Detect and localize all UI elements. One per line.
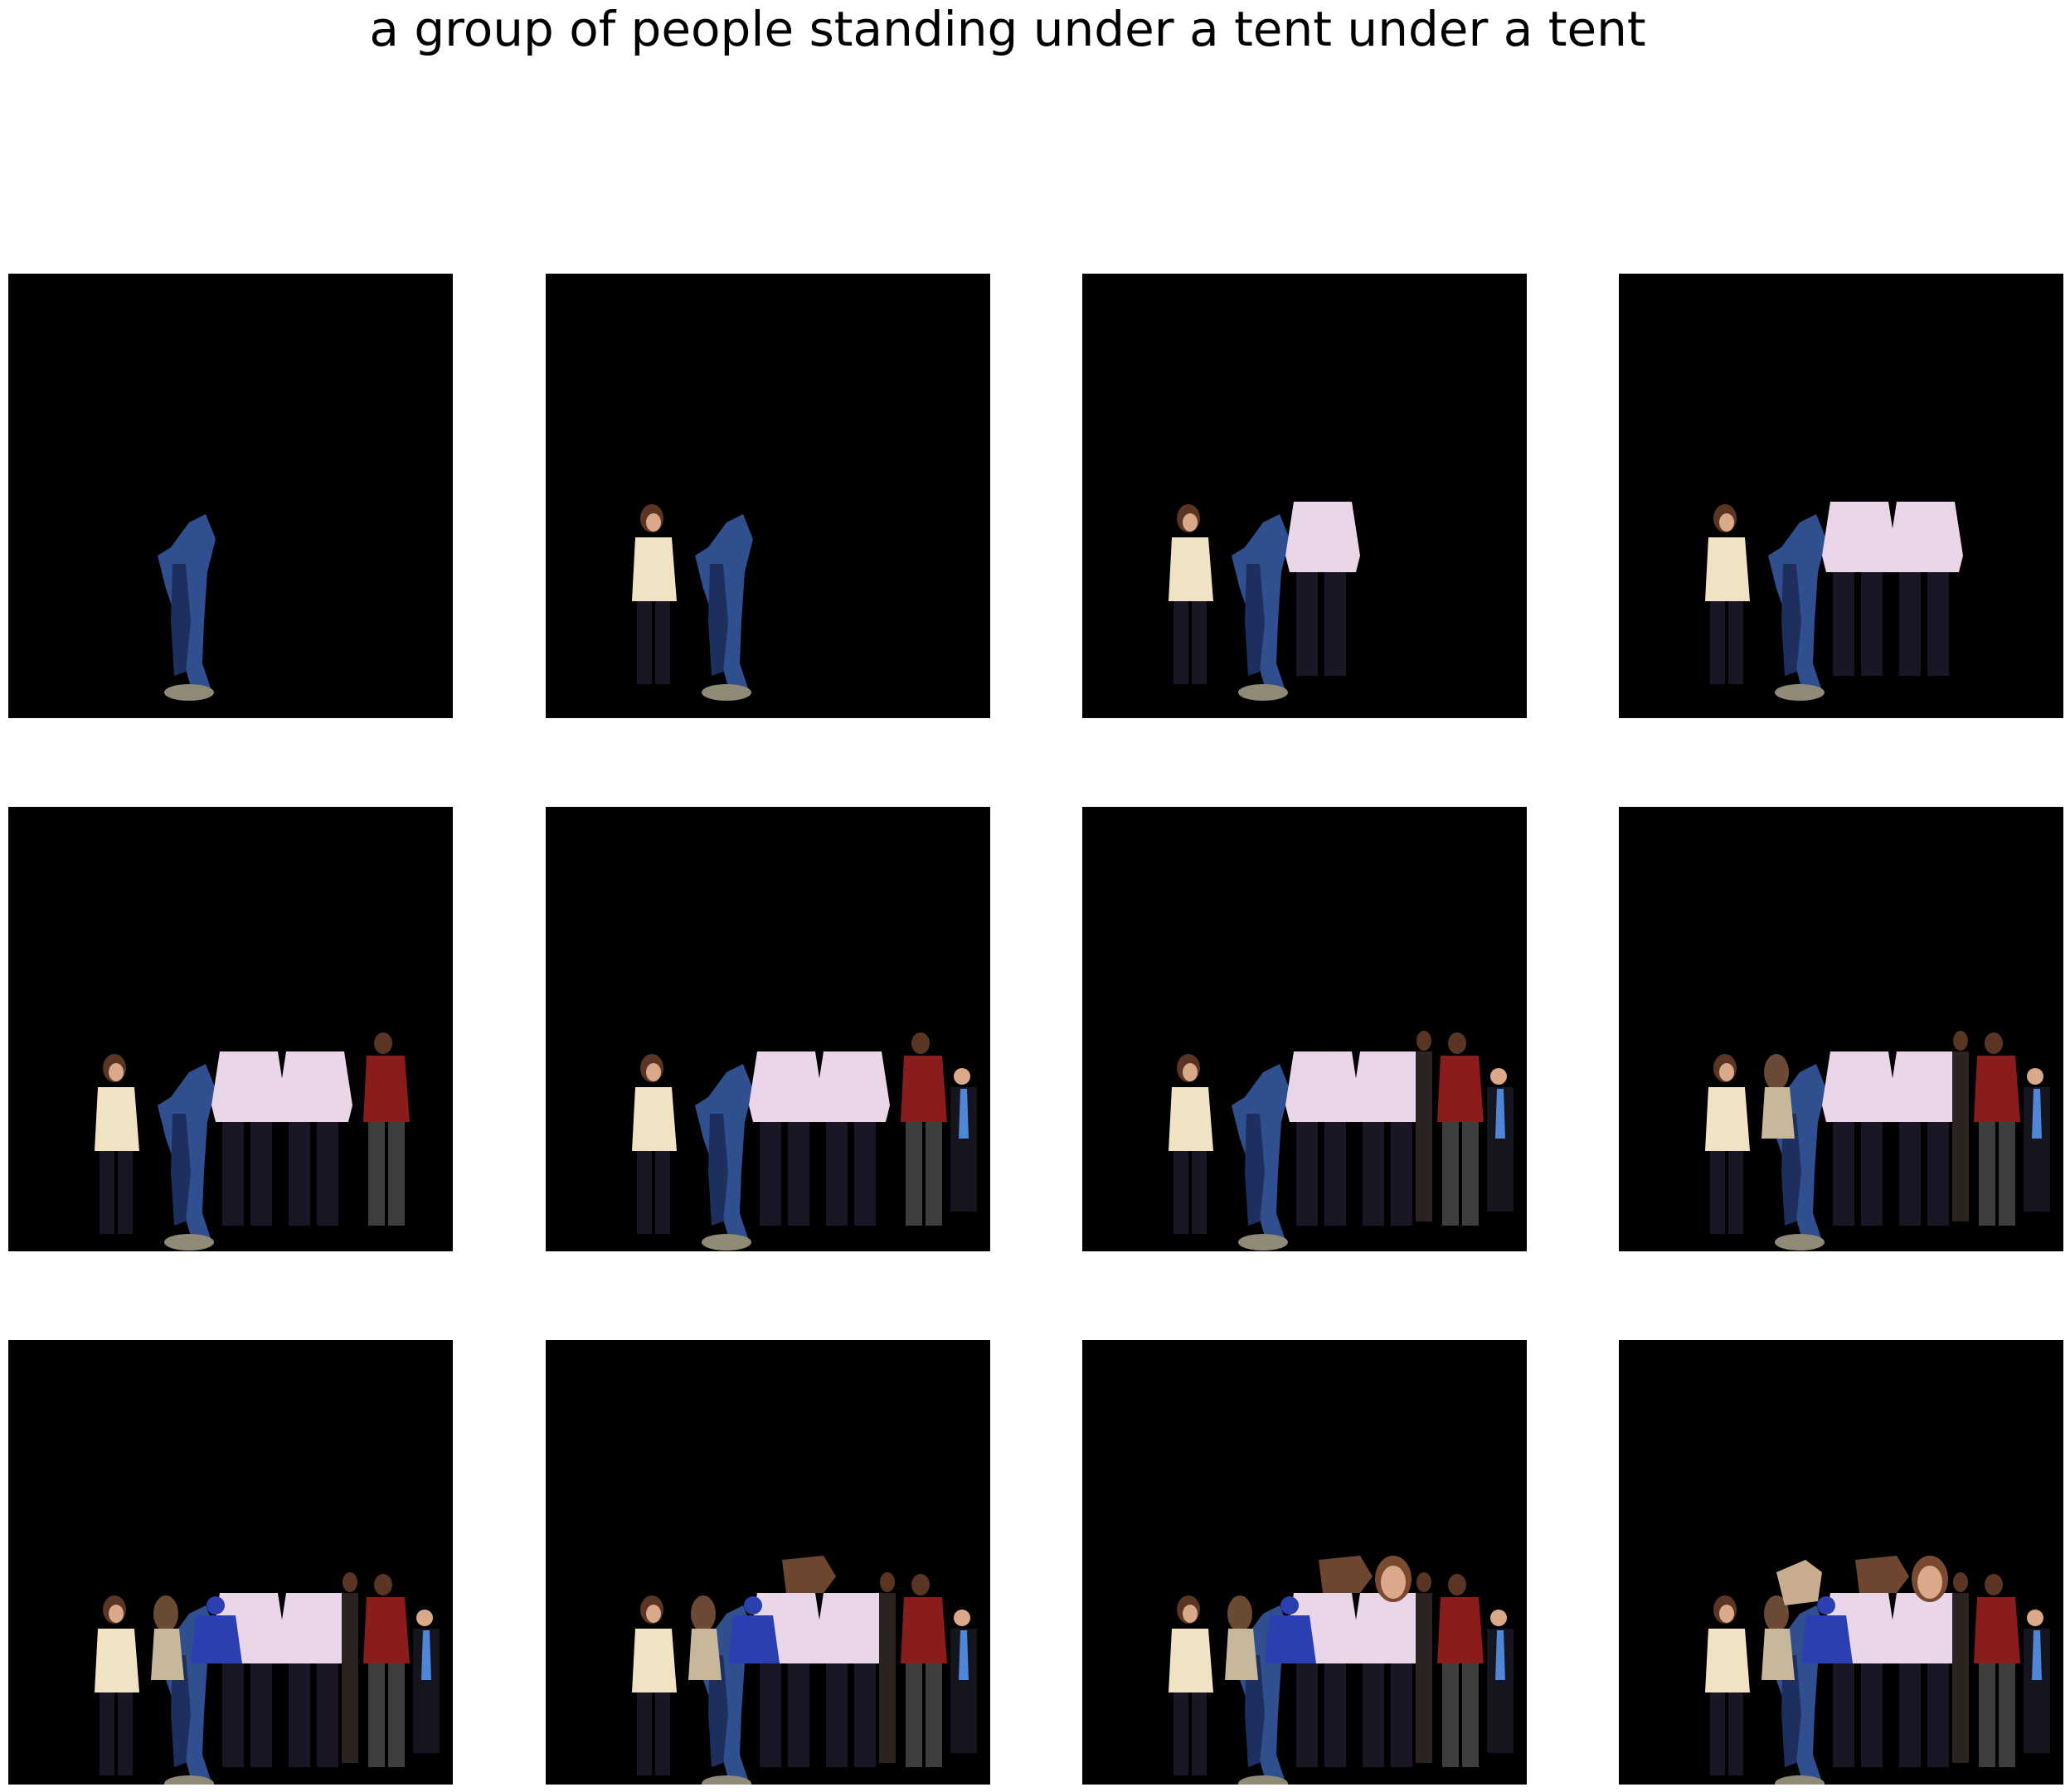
panel-3-canvas [1169,502,1360,701]
panel-10 [546,1340,990,1785]
man-blue-tie-cutout [1487,1610,1514,1753]
panel-7-canvas [1169,1031,1514,1251]
man-blue-tie-cutout [950,1610,977,1753]
dark-standing-figure-cutout [1952,1572,1969,1763]
panel-1 [8,274,453,718]
woman-cream-top-cutout [95,1595,139,1775]
panel-4-canvas [1705,502,1963,701]
panel-6-canvas [632,1032,977,1251]
blue-costume-figure-cutout [1801,1596,1853,1663]
woman-cream-top-cutout [95,1054,139,1234]
beige-object-cutout [1776,1560,1822,1605]
panel-6 [546,807,990,1251]
blue-jeans-figure-cutout [1232,1064,1290,1251]
man-blue-tie-cutout [2024,1610,2050,1753]
blue-jeans-figure-cutout [695,1064,753,1251]
woman-face-cutout [1912,1556,1948,1602]
red-jacket-man-cutout [901,1574,947,1767]
panel-5 [8,807,453,1251]
blue-jeans-figure-cutout [158,1064,216,1251]
woman-cream-top-cutout [1169,504,1213,684]
pink-sweater-figure-2-cutout [278,1593,352,1767]
figure-caption: a group of people standing under a tent … [369,1,1646,57]
woman-cream-top-cutout [632,1054,677,1234]
blue-jeans-figure-cutout [158,514,216,701]
woman-face-cutout [1375,1556,1412,1602]
panel-4 [1619,274,2063,718]
red-jacket-man-cutout [1437,1032,1484,1226]
panel-2 [546,274,990,718]
woman-cream-top-cutout [632,1595,677,1775]
panel-7 [1082,807,1527,1251]
pink-sweater-figure-cutout [1822,502,1897,676]
blue-jeans-figure-cutout [1768,514,1826,701]
panel-1-canvas [158,514,216,701]
panel-11-canvas [1169,1556,1514,1785]
dark-standing-figure-cutout [342,1572,358,1763]
panel-8-canvas [1705,1031,2050,1251]
long-hair-woman-cutout [688,1595,722,1680]
pink-sweater-figure-2-cutout [1888,1051,1963,1226]
woman-cream-top-cutout [1705,1054,1750,1234]
blue-costume-figure-cutout [728,1596,780,1663]
pink-sweater-figure-cutout [211,1051,286,1226]
woman-cream-top-cutout [632,504,677,684]
red-jacket-man-cutout [363,1032,410,1226]
red-jacket-man-cutout [1437,1574,1484,1767]
panel-11 [1082,1340,1527,1785]
dark-standing-figure-cutout [1952,1031,1969,1221]
dark-standing-figure-cutout [1416,1572,1432,1763]
panel-8 [1619,807,2063,1251]
woman-cream-top-cutout [1705,504,1750,684]
pink-sweater-figure-2-cutout [1352,1051,1426,1226]
panel-2-canvas [632,504,753,701]
pink-sweater-figure-2-cutout [815,1051,890,1226]
red-jacket-man-cutout [1974,1032,2020,1226]
panel-12 [1619,1340,2063,1785]
brown-object-cutout [1855,1556,1909,1593]
pink-sweater-figure-2-cutout [815,1593,890,1767]
pink-sweater-figure-2-cutout [1352,1593,1426,1767]
dark-standing-figure-cutout [1416,1031,1432,1221]
red-jacket-man-cutout [1974,1574,2020,1767]
pink-sweater-figure-2-cutout [1888,1593,1963,1767]
pink-sweater-figure-cutout [1285,1051,1360,1226]
panel-10-canvas [632,1556,977,1785]
panel-9 [8,1340,453,1785]
red-jacket-man-cutout [363,1574,410,1767]
blue-costume-figure-cutout [191,1596,242,1663]
long-hair-woman-cutout [1225,1595,1258,1680]
dark-standing-figure-cutout [879,1572,896,1763]
brown-object-cutout [1319,1556,1373,1593]
man-blue-tie-cutout [2024,1068,2050,1212]
pink-sweater-figure-2-cutout [278,1051,352,1226]
long-hair-woman-cutout [151,1595,184,1680]
blue-jeans-figure-cutout [1232,514,1290,701]
man-blue-tie-cutout [1487,1068,1514,1212]
woman-cream-top-cutout [1169,1595,1213,1775]
pink-sweater-figure-cutout [1285,502,1360,676]
long-hair-woman-cutout [1761,1054,1795,1139]
red-jacket-man-cutout [901,1032,947,1226]
blue-costume-figure-cutout [1265,1596,1316,1663]
pink-sweater-figure-cutout [1822,1051,1897,1226]
man-blue-tie-cutout [950,1068,977,1212]
pink-sweater-figure-cutout [749,1051,824,1226]
brown-object-cutout [782,1556,836,1593]
woman-cream-top-cutout [1705,1595,1750,1775]
long-hair-woman-cutout [1761,1595,1795,1680]
man-blue-tie-cutout [413,1610,440,1753]
panel-12-canvas [1705,1556,2050,1785]
panel-5-canvas [95,1032,410,1251]
blue-jeans-figure-cutout [695,514,753,701]
woman-cream-top-cutout [1169,1054,1213,1234]
panel-9-canvas [95,1572,440,1785]
pink-sweater-figure-2-cutout [1888,502,1963,676]
panel-3 [1082,274,1527,718]
